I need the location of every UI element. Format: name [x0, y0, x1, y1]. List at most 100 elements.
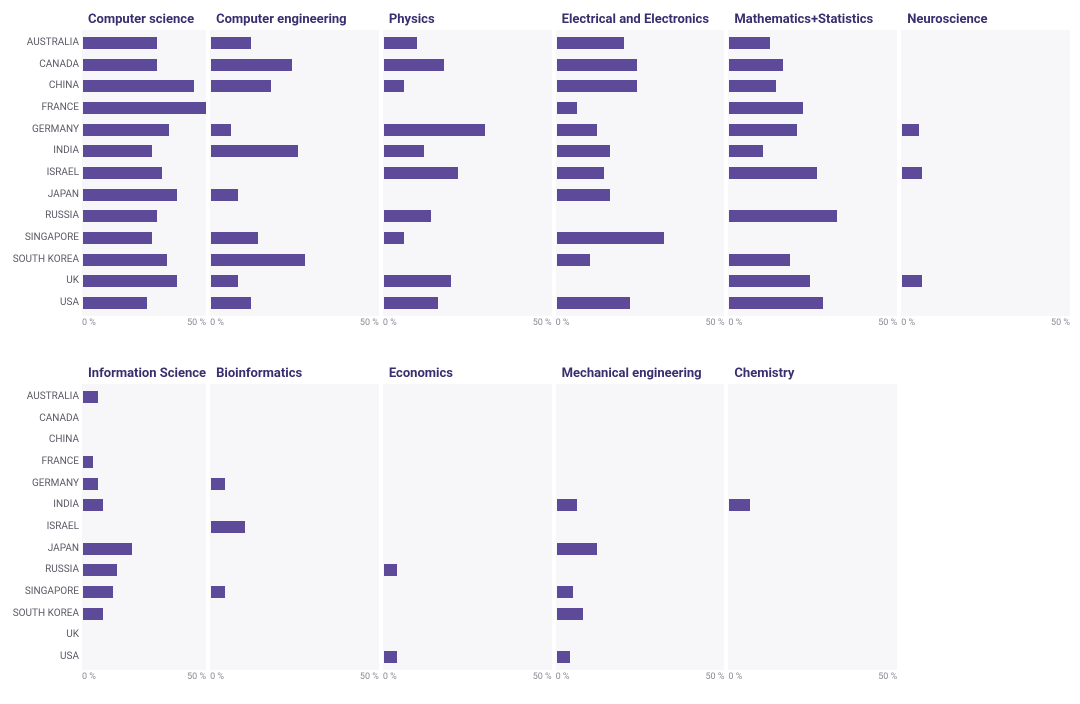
bar-row [902, 144, 1070, 158]
bar [384, 297, 438, 309]
bar [384, 232, 404, 244]
plot-area [728, 30, 897, 316]
bar-row [557, 520, 725, 534]
bar-row [211, 585, 379, 599]
plot-area [210, 384, 379, 670]
bar-row [83, 166, 206, 180]
plot-area: AUSTRALIACANADACHINAFRANCEGERMANYINDIAIS… [82, 30, 206, 316]
bar-row [902, 166, 1070, 180]
x-tick-label: 0 % [383, 318, 397, 328]
y-tick-label: SINGAPORE [11, 233, 79, 243]
bar [729, 254, 789, 266]
bar-row [729, 231, 897, 245]
bar-row [384, 144, 552, 158]
x-axis: 0 %50 % [383, 670, 552, 686]
bars-container [557, 32, 725, 314]
bar-row [83, 585, 206, 599]
bar [729, 145, 763, 157]
panel-title: Bioinformatics [210, 364, 379, 384]
bar [83, 391, 98, 403]
bars-container [83, 32, 206, 314]
row-spacer [10, 336, 1070, 360]
bar-row [729, 79, 897, 93]
bar-row [557, 455, 725, 469]
bar [83, 145, 152, 157]
bar-row [557, 274, 725, 288]
bar-row [902, 296, 1070, 310]
y-tick-label: AUSTRALIA [11, 38, 79, 48]
bar-row [211, 36, 379, 50]
bar [557, 124, 597, 136]
bar-row [729, 296, 897, 310]
bar-row [211, 520, 379, 534]
y-tick-label: FRANCE [11, 103, 79, 113]
bar [211, 254, 305, 266]
small-multiples-grid: Computer scienceAUSTRALIACANADACHINAFRAN… [10, 10, 1070, 686]
bar-row [384, 36, 552, 50]
plot-area [383, 384, 552, 670]
bar [729, 297, 823, 309]
bar [557, 80, 638, 92]
bar [211, 80, 271, 92]
bar-row [729, 166, 897, 180]
bar-row [557, 433, 725, 447]
panel-title: Physics [383, 10, 552, 30]
bar [557, 167, 604, 179]
bar-row [557, 144, 725, 158]
y-axis-labels: AUSTRALIACANADACHINAFRANCEGERMANYINDIAIS… [9, 30, 81, 316]
bar [211, 297, 251, 309]
bar-row [557, 79, 725, 93]
bar-row [83, 253, 206, 267]
y-tick-label: GERMANY [11, 479, 79, 489]
y-tick-label: AUSTRALIA [11, 392, 79, 402]
bar-row [384, 166, 552, 180]
bar-row [902, 231, 1070, 245]
bar-row [902, 123, 1070, 137]
bar [384, 37, 418, 49]
bar-row [211, 188, 379, 202]
bar-row [211, 58, 379, 72]
bar-row [384, 563, 552, 577]
chart-panel: Mathematics+Statistics0 %50 % [728, 10, 897, 332]
x-tick-label: 50 % [187, 318, 206, 328]
bar-row [729, 144, 897, 158]
bar-row [211, 650, 379, 664]
bar-row [729, 542, 897, 556]
bar-row [729, 253, 897, 267]
bar [83, 167, 162, 179]
bar-row [211, 101, 379, 115]
chart-panel: Information ScienceAUSTRALIACANADACHINAF… [10, 364, 206, 686]
x-tick-label: 0 % [210, 672, 224, 682]
bar-row [384, 477, 552, 491]
chart-panel: Computer scienceAUSTRALIACANADACHINAFRAN… [10, 10, 206, 332]
bar-row [384, 101, 552, 115]
bar-row [557, 412, 725, 426]
x-tick-label: 0 % [556, 672, 570, 682]
bar-row [211, 274, 379, 288]
chart-panel: Chemistry0 %50 % [728, 364, 897, 686]
bar-row [557, 390, 725, 404]
bar-row [557, 563, 725, 577]
bar [83, 297, 147, 309]
y-tick-label: INDIA [11, 146, 79, 156]
bar [557, 102, 577, 114]
bar [83, 543, 132, 555]
bar [83, 499, 103, 511]
bar [902, 167, 922, 179]
bar [384, 651, 397, 663]
x-tick-label: 0 % [901, 318, 915, 328]
x-axis: 0 %50 % [82, 316, 206, 332]
plot-area: AUSTRALIACANADACHINAFRANCEGERMANYINDIAIS… [82, 384, 206, 670]
x-axis: 0 %50 % [82, 670, 206, 686]
x-tick-label: 50 % [705, 318, 724, 328]
x-axis: 0 %50 % [556, 670, 725, 686]
bar-row [729, 650, 897, 664]
x-tick-label: 0 % [383, 672, 397, 682]
bar-row [83, 390, 206, 404]
bars-container [83, 386, 206, 668]
bar [902, 275, 922, 287]
y-tick-label: CHINA [11, 81, 79, 91]
bar-row [729, 412, 897, 426]
bars-container [902, 32, 1070, 314]
y-tick-label: SINGAPORE [11, 587, 79, 597]
